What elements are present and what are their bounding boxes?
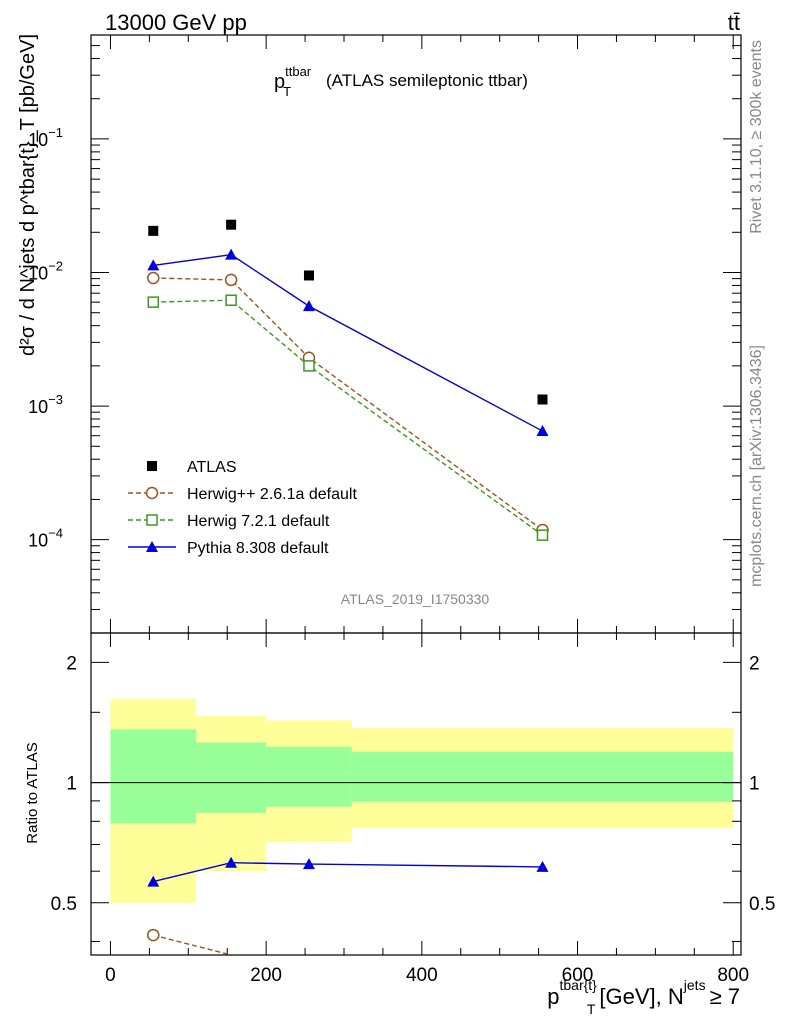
legend-marker-herwigpp (145, 486, 159, 500)
legend-label-pythia: Pythia 8.308 default (187, 540, 329, 557)
band-inner (110, 729, 197, 824)
xlabel-unit: [GeV], N (599, 984, 683, 1009)
main-title: pttbar T (274, 64, 312, 99)
point-atlas (148, 225, 159, 236)
ytick-base: 10 (28, 397, 48, 417)
legend-label-herwigpp: Herwig++ 2.6.1a default (187, 486, 357, 503)
point-herwigpp (147, 271, 160, 285)
rivet-label: Rivet 3.1.10, ≥ 300k events (748, 40, 765, 234)
main-series (147, 219, 549, 541)
xlabel-sup: tbar{t} (559, 977, 597, 993)
ratio-ytick-label-right: 0.5 (749, 894, 775, 915)
ratio-ylabel: Ratio to ATLAS (24, 742, 41, 843)
ratio-frame (90, 632, 742, 956)
point-pythia (302, 300, 315, 312)
series-line-herwig7 (153, 299, 543, 536)
x-axis-label: ptbar{t} T [GeV], Njets ≥ 7 (547, 977, 740, 1017)
main-ytick-label: 10−4 (28, 526, 63, 551)
ratio-ytick-label-right: 2 (749, 653, 760, 674)
ytick-exp: −4 (48, 526, 63, 541)
ytick-exp: −1 (48, 125, 63, 140)
title-sub: T (283, 84, 291, 99)
title-p: p (274, 71, 285, 93)
legend-label-herwig7: Herwig 7.2.1 default (187, 513, 330, 530)
point-pythia (536, 425, 549, 437)
final-state-label: tt̄ (728, 10, 740, 35)
main-axes: 10−110−210−310−4 (28, 35, 741, 633)
point-atlas (303, 270, 314, 281)
ratio-ytick-label: 0.5 (51, 894, 77, 915)
ratio-point-pythia (147, 875, 160, 887)
ratio-line-herwigpp (153, 934, 232, 956)
ratio-point-pythia (302, 858, 315, 870)
x-tick-label: 200 (250, 965, 282, 986)
x-tick-label: 800 (717, 965, 749, 986)
main-ylabel: d²σ / d N^jets d p^tbar{t}_T [pb/GeV] (17, 34, 39, 356)
main-ytick-label: 10−1 (28, 125, 63, 150)
ratio-ytick-label: 2 (66, 653, 77, 674)
point-herwig7 (225, 294, 237, 306)
series-line-herwigpp (153, 277, 543, 531)
ratio-ytick-label: 1 (66, 774, 77, 795)
process-label: 13000 GeV pp (105, 10, 247, 35)
x-tick-label: 400 (406, 965, 438, 986)
band-inner (351, 751, 734, 802)
point-herwig7 (303, 360, 315, 372)
legend-marker-herwig7 (146, 514, 158, 526)
legend: ATLAS Herwig++ 2.6.1a default Herwig 7.2.1… (128, 459, 357, 557)
point-atlas (226, 219, 237, 230)
point-herwig7 (536, 529, 549, 541)
legend-marker-pythia (146, 541, 158, 552)
ratio-point-pythia (536, 860, 549, 872)
ratio-point-pythia (225, 856, 238, 868)
main-title-rest: (ATLAS semileptonic ttbar) (326, 71, 528, 90)
mcplots-label: mcplots.cern.ch [arXiv:1306.3436] (748, 345, 765, 587)
ytick-exp: −2 (48, 259, 63, 274)
point-atlas (537, 394, 548, 405)
analysis-watermark: ATLAS_2019_I1750330 (341, 591, 490, 607)
ytick-exp: −3 (48, 392, 63, 407)
band-inner (196, 742, 267, 813)
legend-marker-atlas (147, 461, 157, 471)
point-herwig7 (147, 296, 160, 308)
title-sup: ttbar (285, 64, 312, 79)
x-tick-label: 600 (562, 965, 594, 986)
xlabel-sub: T (587, 1001, 596, 1017)
point-herwigpp (224, 273, 238, 287)
ratio-series (147, 856, 549, 956)
ratio-ytick-label-right: 1 (749, 774, 760, 795)
ratio-axes: 0.5 0.5 1 1 2 2 0 200 400 600 800 (51, 633, 775, 986)
ratio-bands (110, 698, 734, 903)
ratio-point-herwigpp (147, 928, 160, 942)
band-inner (266, 746, 352, 807)
xlabel-p: p (547, 984, 559, 1009)
ytick-base: 10 (28, 531, 48, 551)
ratio-line-pythia (153, 862, 543, 883)
xlabel-cond: ≥ 7 (710, 984, 740, 1009)
x-tick-label: 0 (105, 965, 116, 986)
ytick-base: 10 (28, 264, 48, 284)
legend-label-atlas: ATLAS (187, 459, 237, 476)
point-pythia (147, 259, 160, 271)
main-ytick-label: 10−3 (28, 392, 63, 417)
xlabel-sup2: jets (683, 977, 706, 993)
ytick-base: 10 (28, 130, 48, 150)
series-line-pythia (153, 253, 543, 432)
main-ytick-label: 10−2 (28, 259, 63, 284)
point-pythia (225, 248, 238, 260)
